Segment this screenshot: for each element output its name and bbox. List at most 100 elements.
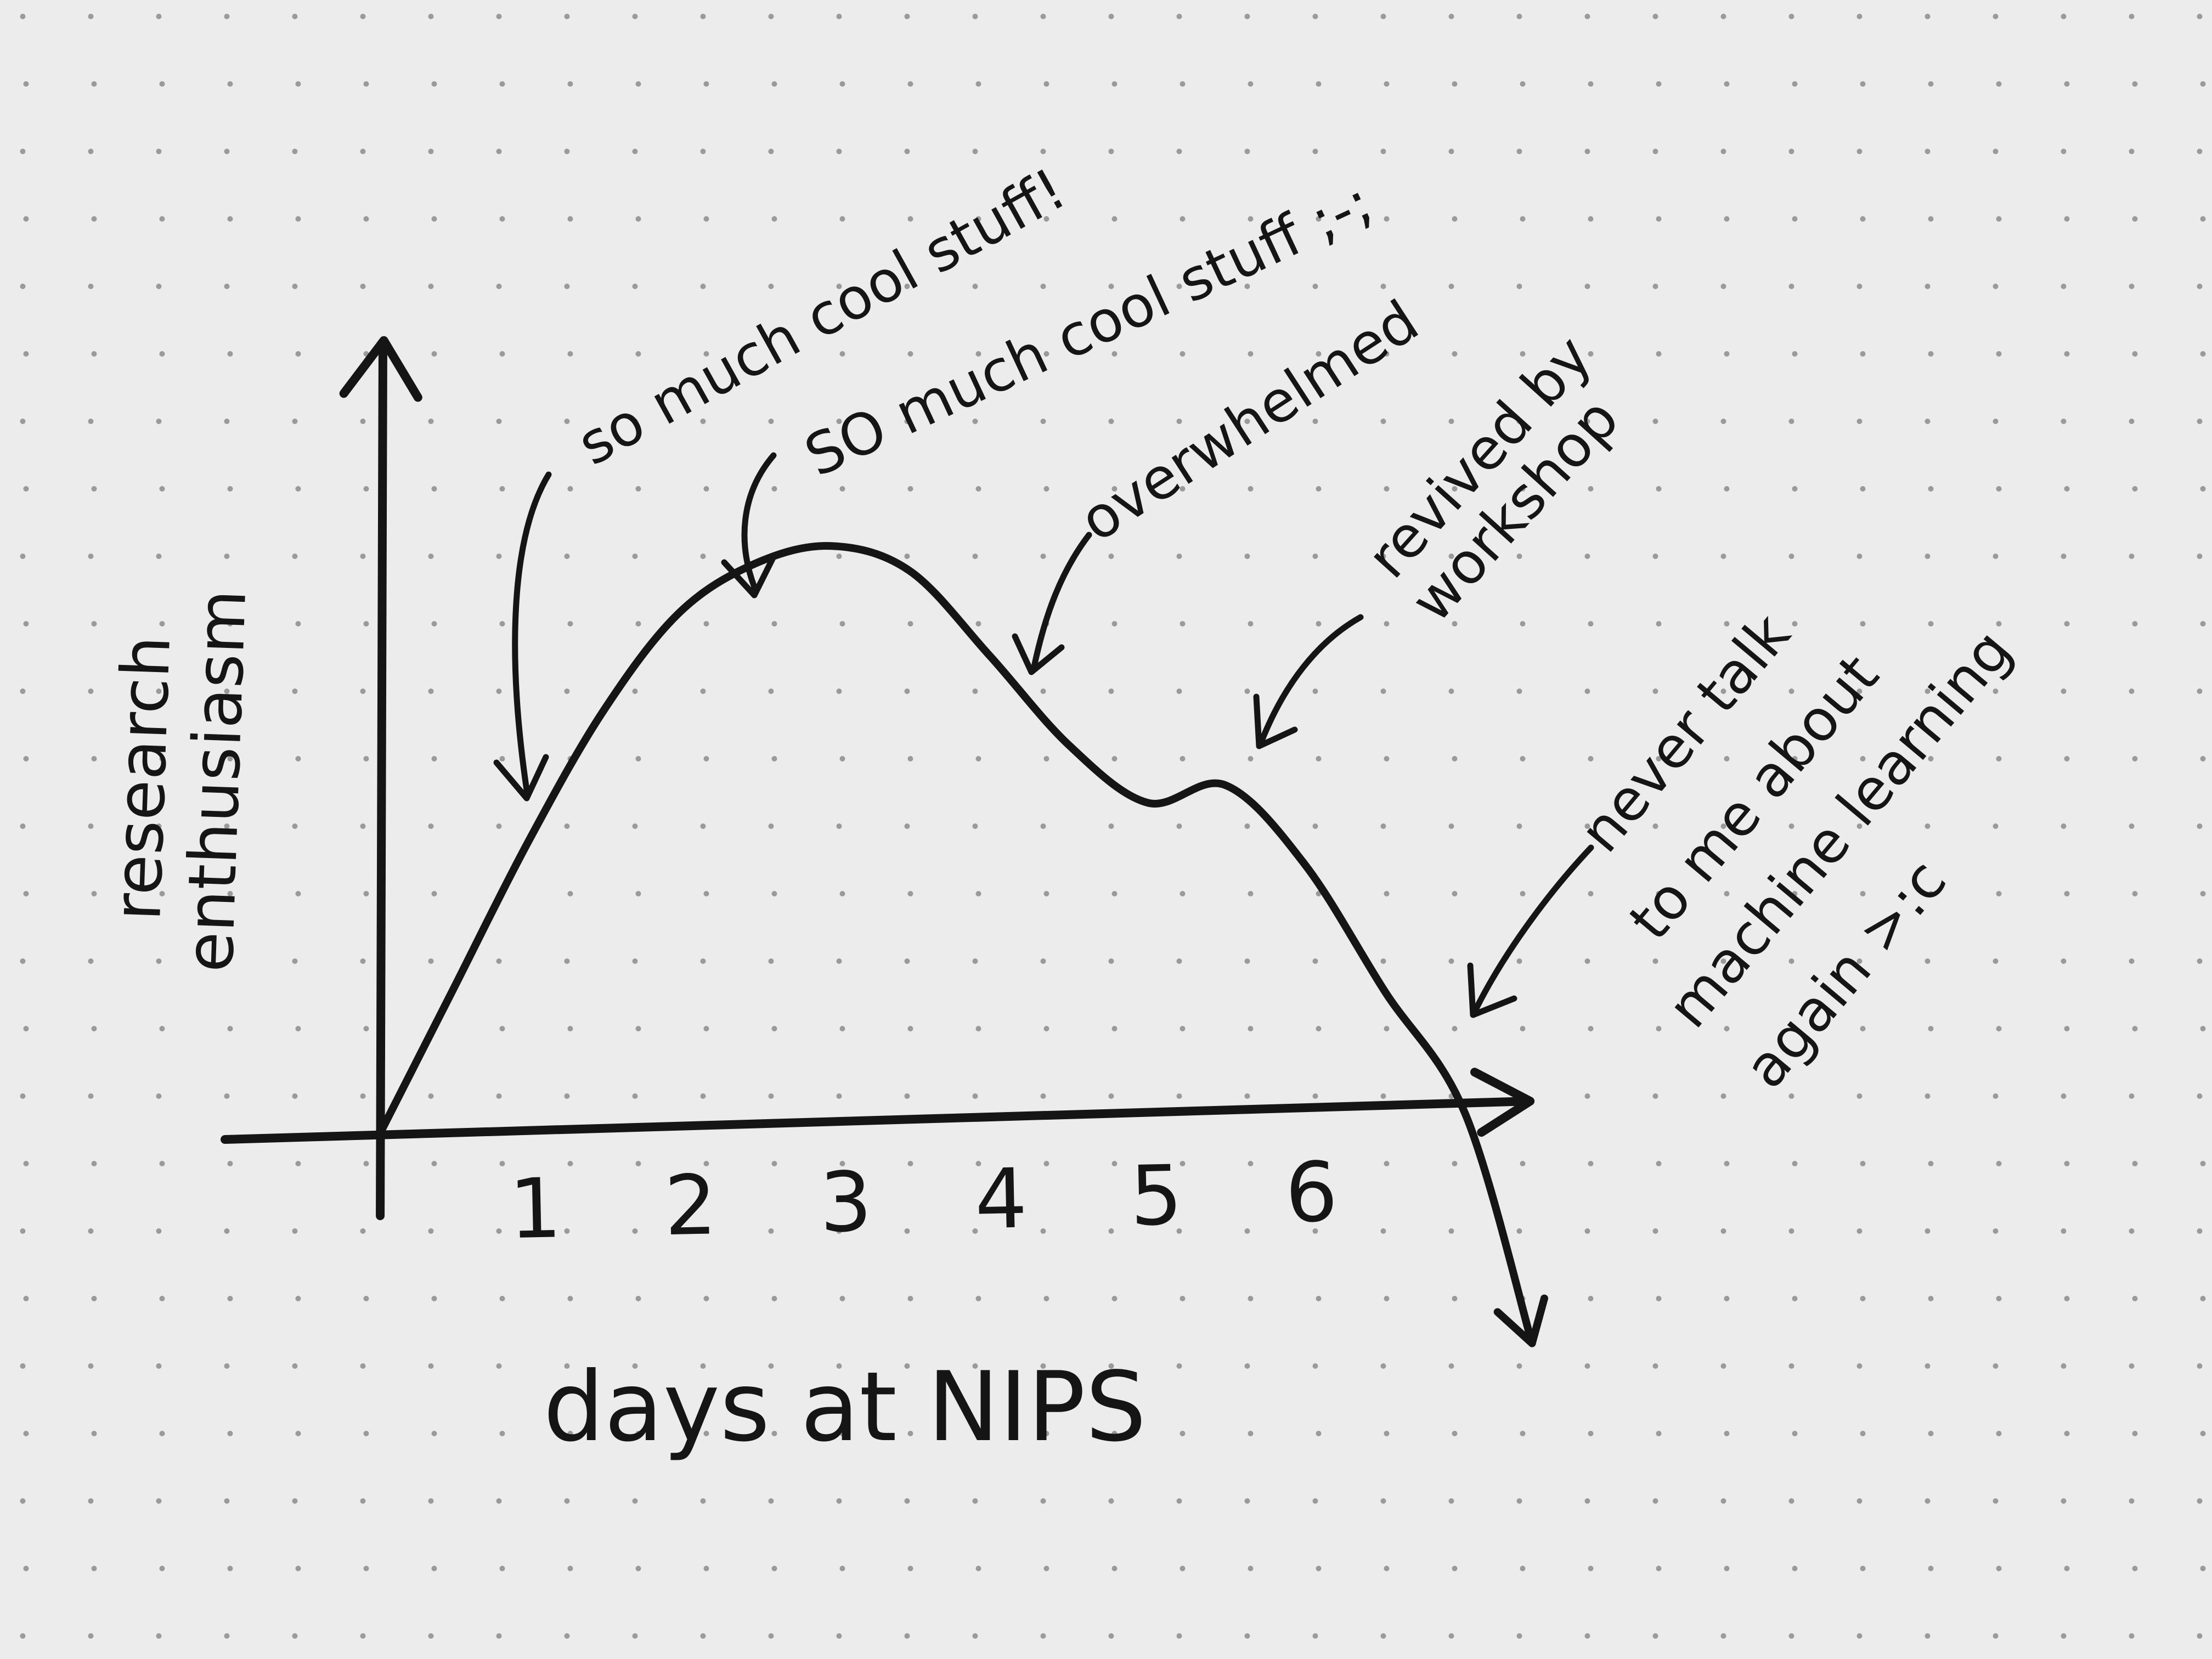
grid-dot: [1520, 216, 1526, 222]
grid-dot: [1384, 1026, 1390, 1031]
grid-dot: [972, 149, 978, 154]
grid-dot: [360, 689, 366, 694]
grid-dot: [1516, 1363, 1522, 1369]
grid-dot: [23, 81, 29, 87]
grid-dot: [295, 1296, 301, 1301]
grid-dot: [1244, 1498, 1250, 1504]
grid-dot: [1176, 1228, 1182, 1234]
grid-dot: [632, 823, 638, 829]
grid-dot: [159, 351, 165, 357]
grid-dot: [635, 1566, 641, 1571]
grid-dot: [1312, 419, 1318, 424]
grid-dot: [1996, 756, 2002, 761]
grid-dot: [360, 1363, 366, 1369]
grid-dot: [1180, 1566, 1186, 1571]
grid-dot: [972, 554, 978, 559]
y-axis-title-line-2: enthusiasm: [172, 588, 261, 973]
grid-dot: [703, 351, 709, 357]
grid-dot: [295, 486, 301, 492]
grid-dot: [1108, 1093, 1114, 1099]
grid-dot: [1316, 1431, 1322, 1436]
grid-dot: [771, 1566, 777, 1571]
grid-dot: [1720, 689, 1726, 694]
grid-dot: [1860, 351, 1866, 357]
annotation-arrow: [741, 452, 777, 590]
grid-dot: [1380, 1363, 1386, 1369]
annotation-arrow: [1031, 532, 1092, 670]
grid-dot: [975, 1026, 981, 1031]
grid-dot: [1040, 689, 1046, 694]
grid-dot: [23, 756, 29, 761]
grid-dot: [1996, 216, 2002, 222]
grid-dot: [1312, 1093, 1318, 1099]
grid-dot: [224, 554, 230, 559]
grid-dot: [564, 1228, 570, 1234]
grid-dot: [1720, 958, 1726, 964]
grid-dot: [839, 351, 845, 357]
grid-dot: [23, 486, 29, 492]
grid-dot: [975, 1296, 981, 1301]
grid-dot: [2200, 1161, 2206, 1166]
grid-dot: [91, 81, 97, 87]
grid-dot: [156, 958, 162, 964]
x-axis-title: days at NIPS: [543, 1352, 1146, 1463]
grid-dot: [1111, 216, 1118, 222]
grid-dot: [431, 1566, 437, 1571]
grid-dot: [1996, 81, 2002, 87]
grid-dot: [2061, 958, 2067, 964]
grid-dot: [1043, 1566, 1049, 1571]
grid-dot: [635, 621, 641, 627]
grid-dot: [632, 1498, 638, 1504]
grid-dot: [159, 1161, 165, 1166]
grid-dot: [1516, 689, 1522, 694]
grid-dot: [700, 958, 706, 964]
grid-dot: [1788, 149, 1795, 154]
grid-dot: [499, 1161, 505, 1166]
grid-dot: [363, 1296, 369, 1301]
grid-dot: [700, 284, 706, 289]
grid-dot: [1244, 1633, 1250, 1639]
grid-dot: [428, 419, 434, 424]
grid-dot: [428, 1093, 434, 1099]
grid-dot: [227, 1431, 233, 1436]
grid-dot: [1652, 823, 1658, 829]
grid-dot: [1312, 284, 1318, 289]
grid-dot: [156, 14, 162, 19]
grid-dot: [1516, 284, 1522, 289]
grid-dot: [768, 1633, 774, 1639]
grid-dot: [224, 149, 230, 154]
grid-dot: [431, 621, 437, 627]
grid-dot: [1180, 621, 1186, 627]
grid-dot: [360, 284, 366, 289]
grid-dot: [1788, 958, 1795, 964]
grid-dot: [2061, 1363, 2067, 1369]
grid-dot: [836, 554, 842, 559]
grid-dot: [363, 1026, 369, 1031]
grid-dot: [972, 1228, 978, 1234]
grid-dot: [771, 1161, 777, 1166]
grid-dot: [224, 689, 230, 694]
grid-dot: [703, 1431, 709, 1436]
grid-dot: [1040, 419, 1046, 424]
grid-dot: [91, 1026, 97, 1031]
grid-dot: [635, 1296, 641, 1301]
grid-dot: [907, 1296, 913, 1301]
grid-dot: [1180, 756, 1186, 761]
grid-dot: [295, 891, 301, 896]
x-axis-line: [221, 1097, 1530, 1144]
grid-dot: [23, 1026, 29, 1031]
grid-dot: [1176, 689, 1182, 694]
grid-dot: [1584, 823, 1590, 829]
grid-dot: [975, 216, 981, 222]
grid-dot: [1108, 149, 1114, 154]
grid-dot: [836, 823, 842, 829]
grid-dot: [224, 1228, 230, 1234]
grid-dot: [1244, 554, 1250, 559]
grid-dot: [1584, 1093, 1590, 1099]
grid-dot: [1448, 823, 1454, 829]
grid-dot: [700, 1633, 706, 1639]
grid-dot: [159, 891, 165, 896]
grid-dot: [1652, 1363, 1658, 1369]
grid-dot: [1108, 14, 1114, 19]
grid-dot: [632, 1633, 638, 1639]
